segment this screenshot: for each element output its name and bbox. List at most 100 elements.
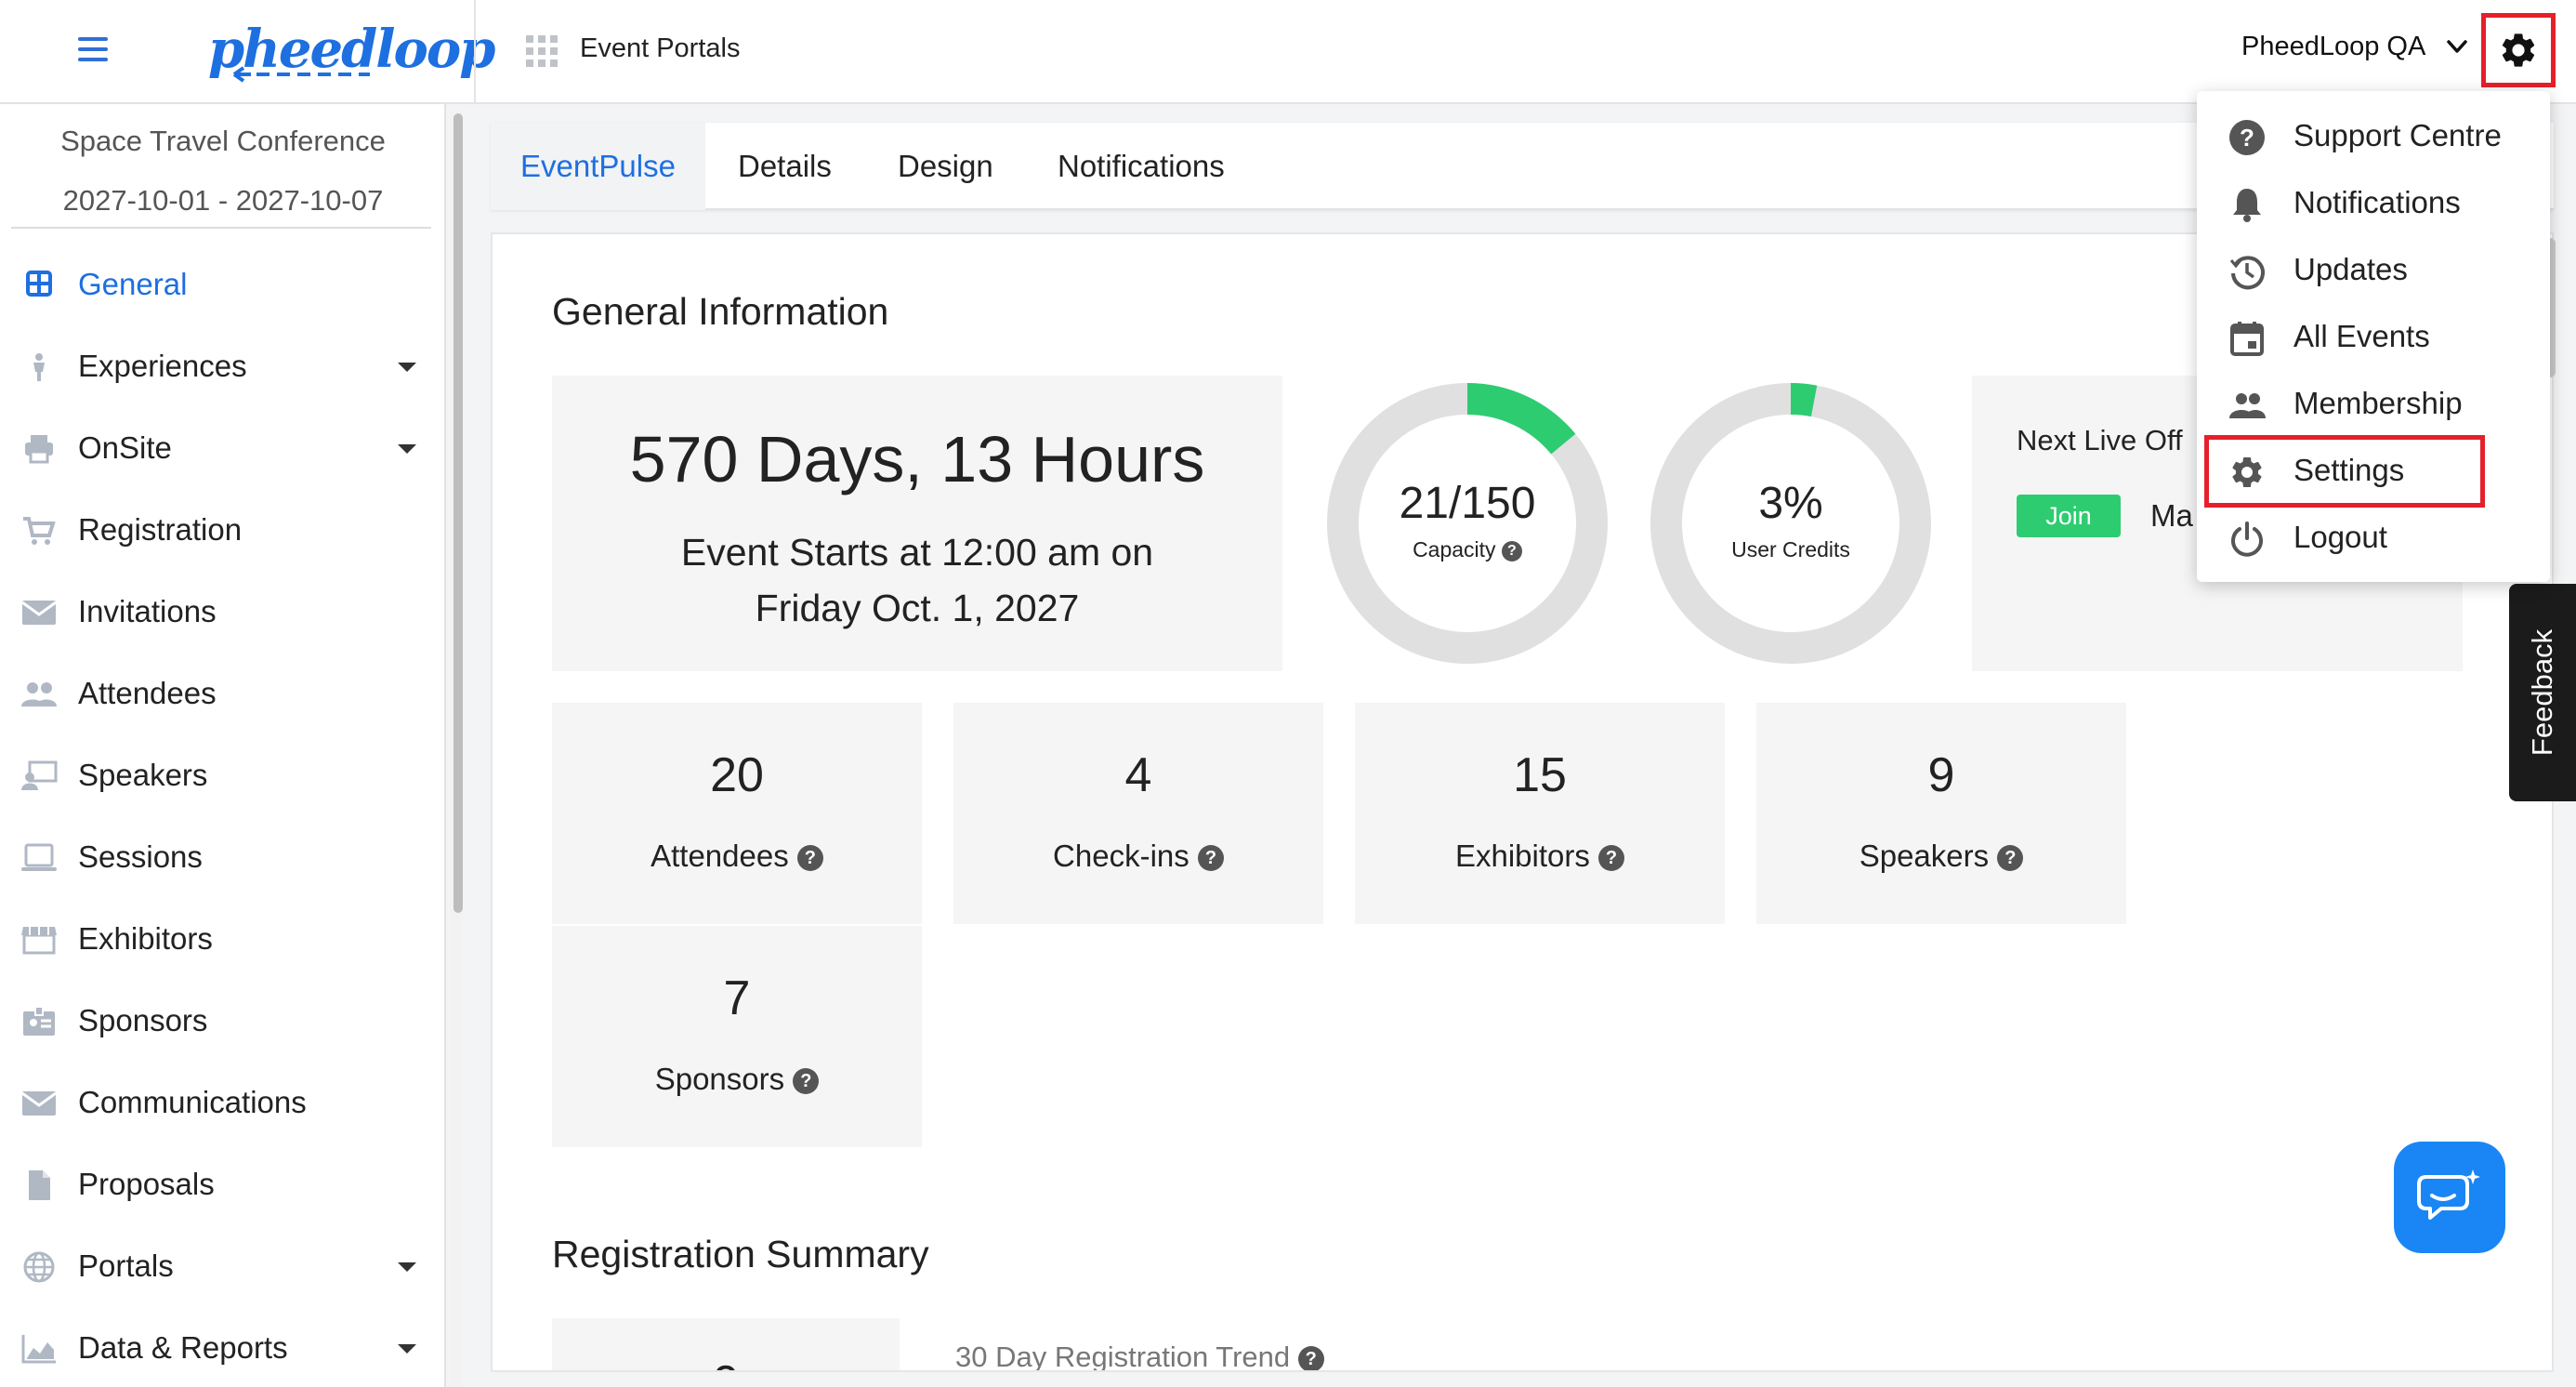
hamburger-menu-icon[interactable] (78, 37, 108, 63)
sidebar: Space Travel Conference 2027-10-01 - 202… (0, 104, 446, 1387)
stat-value: 9 (1927, 748, 1955, 802)
globe-icon (23, 1251, 55, 1283)
org-name[interactable]: PheedLoop QA (2241, 32, 2426, 61)
settings-highlight-box (2204, 435, 2485, 508)
document-icon (29, 1170, 50, 1200)
sidebar-item-label: Attendees (78, 676, 217, 710)
sidebar-item-label: Speakers (78, 758, 208, 792)
menu-item-label: Membership (2293, 386, 2463, 420)
caret-down-icon (398, 363, 416, 372)
sidebar-item-sponsors[interactable]: Sponsors (0, 980, 446, 1062)
apps-grid-icon[interactable] (526, 35, 558, 67)
user-credits-donut: 3% User Credits (1649, 381, 1933, 666)
credits-value: 3% (1758, 479, 1823, 528)
pheedloop-logo[interactable]: pheedloop (204, 13, 495, 91)
event-start-line2: Friday Oct. 1, 2027 (755, 587, 1080, 629)
trend-caption: 30 Day Registration Trend ? (955, 1341, 1324, 1372)
stat-value: 15 (1513, 748, 1567, 802)
menu-item-updates[interactable]: Updates (2197, 236, 2550, 303)
sidebar-item-label: General (78, 267, 188, 301)
sidebar-item-registration[interactable]: Registration (0, 489, 446, 571)
sidebar-item-speakers[interactable]: Speakers (0, 734, 446, 816)
stat-card-speakers: 9 Speakers ? (1756, 703, 2126, 924)
printer-icon (25, 435, 53, 464)
credits-label: User Credits (1731, 537, 1850, 561)
history-icon (2229, 256, 2265, 290)
menu-item-label: All Events (2293, 319, 2430, 353)
help-icon[interactable]: ? (1997, 845, 2024, 872)
registration-summary-title: Registration Summary (552, 1233, 929, 1275)
join-button[interactable]: Join (2017, 495, 2121, 537)
sidebar-item-label: Sessions (78, 839, 203, 874)
menu-item-notifications[interactable]: Notifications (2197, 169, 2550, 236)
help-icon[interactable]: ? (1501, 540, 1522, 561)
feedback-label: Feedback (2526, 628, 2558, 757)
stat-caption: Exhibitors ? (1355, 839, 1725, 874)
stat-caption: Check-ins ? (953, 839, 1323, 874)
person-icon (33, 353, 45, 381)
menu-item-all-events[interactable]: All Events (2197, 303, 2550, 370)
sidebar-scrollbar-thumb[interactable] (453, 113, 463, 913)
capacity-value: 21/150 (1399, 479, 1536, 528)
caret-down-icon (398, 444, 416, 454)
stat-label: Attendees (651, 839, 789, 873)
capacity-label: Capacity (1413, 537, 1496, 561)
power-icon (2231, 522, 2263, 557)
sidebar-item-label: Invitations (78, 594, 217, 628)
help-icon[interactable]: ? (1598, 845, 1625, 872)
menu-item-label: Settings (2293, 453, 2405, 487)
tab-design[interactable]: Design (898, 149, 993, 183)
menu-item-logout[interactable]: Logout (2197, 504, 2550, 571)
tab-notifications[interactable]: Notifications (1058, 149, 1225, 183)
event-portals-link[interactable]: Event Portals (580, 33, 741, 63)
stat-value: 20 (710, 748, 764, 802)
settings-gear-button[interactable] (2481, 13, 2556, 87)
credits-ring-fill (1650, 383, 1931, 664)
chevron-down-icon[interactable] (2444, 33, 2470, 59)
menu-item-label: Notifications (2293, 185, 2461, 219)
menu-item-label: Updates (2293, 252, 2408, 286)
tab-details[interactable]: Details (738, 149, 832, 183)
stat-card-exhibitors: 15 Exhibitors ? (1355, 703, 1725, 924)
logo-swoosh-icon (232, 66, 370, 83)
tab-eventpulse[interactable]: EventPulse (491, 123, 705, 210)
trend-label: 30 Day Registration Trend (955, 1341, 1291, 1372)
general-information-title: General Information (552, 290, 889, 333)
chat-bubble-icon (2417, 1169, 2480, 1220)
help-icon[interactable]: ? (793, 1068, 820, 1095)
sidebar-item-label: Exhibitors (78, 921, 213, 956)
menu-item-support-centre[interactable]: ? Support Centre (2197, 102, 2550, 169)
sidebar-item-communications[interactable]: Communications (0, 1062, 446, 1143)
envelope-icon (21, 1091, 57, 1116)
menu-item-membership[interactable]: Membership (2197, 370, 2550, 437)
help-icon[interactable]: ? (1197, 845, 1224, 872)
sidebar-item-proposals[interactable]: Proposals (0, 1143, 446, 1225)
sidebar-item-portals[interactable]: Portals (0, 1225, 446, 1307)
menu-item-settings[interactable]: Settings (2197, 437, 2550, 504)
sidebar-item-sessions[interactable]: Sessions (0, 816, 446, 898)
sidebar-item-exhibitors[interactable]: Exhibitors (0, 898, 446, 980)
sidebar-item-invitations[interactable]: Invitations (0, 571, 446, 653)
feedback-tab[interactable]: Feedback (2509, 584, 2576, 801)
help-icon[interactable]: ? (796, 845, 823, 872)
sidebar-item-experiences[interactable]: Experiences (0, 325, 446, 407)
chat-button[interactable] (2394, 1142, 2505, 1253)
laptop-icon (21, 843, 57, 871)
sidebar-item-attendees[interactable]: Attendees (0, 653, 446, 734)
sidebar-item-label: Sponsors (78, 1003, 208, 1037)
sidebar-item-label: OnSite (78, 430, 172, 465)
stat-card-sponsors: 7 Sponsors ? (552, 926, 922, 1147)
sidebar-item-label: Portals (78, 1248, 174, 1283)
sidebar-item-general[interactable]: General (0, 244, 446, 325)
gear-icon (2232, 456, 2262, 487)
sidebar-item-data-reports[interactable]: Data & Reports (0, 1307, 446, 1387)
event-start-text: Event Starts at 12:00 am on Friday Oct. … (552, 524, 1282, 636)
sidebar-item-onsite[interactable]: OnSite (0, 407, 446, 489)
registration-total-value: 0 (552, 1355, 900, 1370)
gear-icon (2502, 33, 2535, 67)
stat-caption: Sponsors ? (552, 1062, 922, 1097)
cart-icon (23, 517, 56, 545)
calendar-icon (2230, 322, 2264, 356)
people-icon (21, 682, 57, 707)
help-icon[interactable]: ? (1297, 1345, 1324, 1370)
